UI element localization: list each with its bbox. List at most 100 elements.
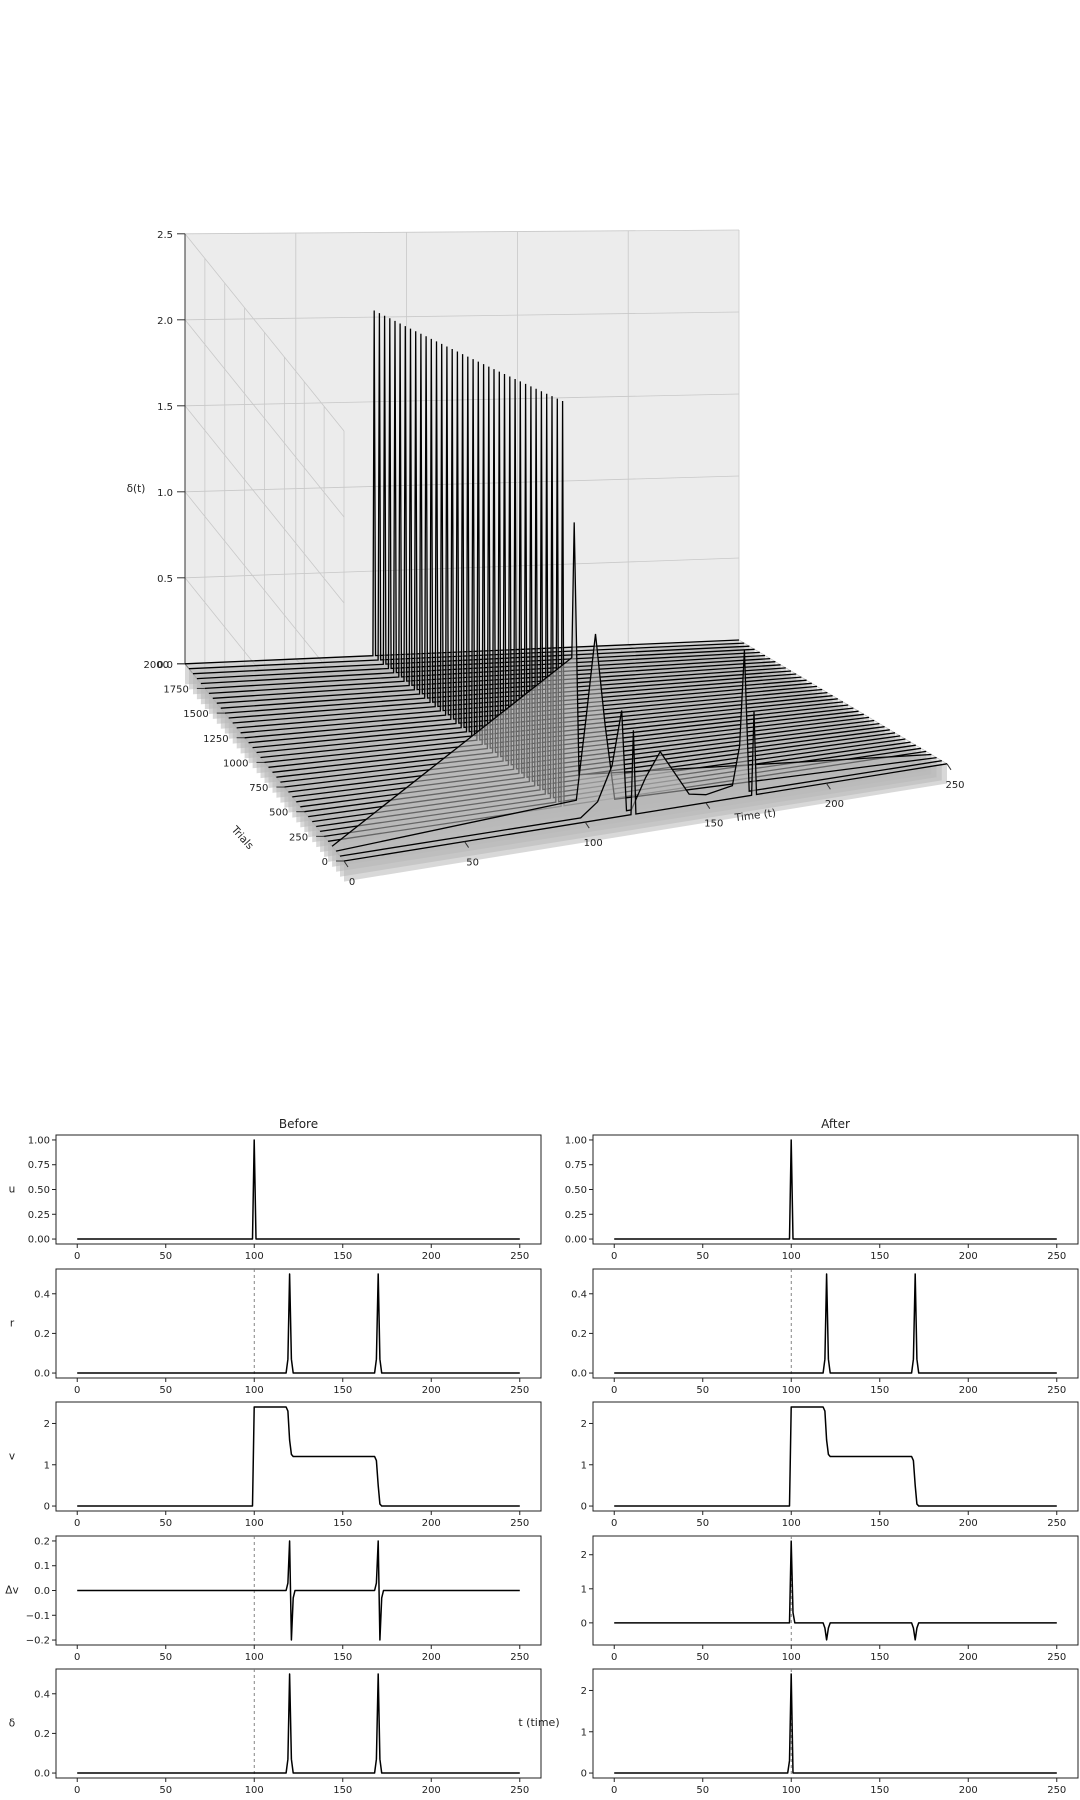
y-tick-label: 1 bbox=[581, 1584, 587, 1595]
panel: 0 50 100 150 200 250 0.0 0.2 0.4 bbox=[571, 1268, 1079, 1396]
y-tick-label: 1750 bbox=[163, 684, 188, 695]
y-tick-label: 0.0 bbox=[34, 1586, 50, 1597]
x-tick-label: 50 bbox=[696, 1385, 709, 1396]
panel-title: Before bbox=[279, 1117, 318, 1131]
y-tick-label: 0.00 bbox=[565, 1235, 587, 1246]
y-tick-label: 0.2 bbox=[34, 1329, 50, 1340]
y-tick-label: 2000 bbox=[144, 660, 169, 671]
y-tick-label: 0.0 bbox=[34, 1369, 50, 1380]
x-tick-label: 50 bbox=[696, 1652, 709, 1663]
trial-curve bbox=[188, 313, 745, 670]
x-tick bbox=[584, 821, 590, 829]
trial-curve bbox=[184, 310, 740, 665]
x-tick-label: 150 bbox=[333, 1518, 352, 1529]
trial-curve bbox=[196, 318, 755, 680]
series-line bbox=[77, 1273, 520, 1374]
z-tick-label: 0.5 bbox=[157, 574, 173, 585]
z-axis-label: δ(t) bbox=[127, 483, 146, 495]
x-tick-label: 150 bbox=[333, 1785, 352, 1796]
y-tick-label: 2 bbox=[581, 1550, 587, 1561]
series-line bbox=[614, 1673, 1057, 1774]
panel: 0 50 100 150 200 250 0 1 2 bbox=[581, 1535, 1079, 1663]
x-tick-label: 50 bbox=[696, 1518, 709, 1529]
trial-curve bbox=[192, 315, 750, 675]
panel: 0 50 100 150 200 250 0.00 0.25 0.50 0.75 1.00 u Befo… bbox=[9, 1117, 542, 1262]
y-axis-label: r bbox=[10, 1318, 15, 1330]
series-line bbox=[77, 1139, 520, 1240]
x-tick-label: 150 bbox=[333, 1251, 352, 1262]
x-tick-label: 0 bbox=[611, 1385, 617, 1396]
y-tick-label: 0 bbox=[581, 1769, 587, 1780]
y-tick-label: −0.2 bbox=[26, 1636, 50, 1647]
x-tick-label: 100 bbox=[782, 1518, 801, 1529]
y-axis-label: δ bbox=[9, 1718, 15, 1730]
x-tick-label: 200 bbox=[422, 1652, 441, 1663]
x-tick-label: 150 bbox=[333, 1385, 352, 1396]
left-grid-z bbox=[184, 319, 345, 518]
trial-curve bbox=[200, 320, 760, 685]
x-tick-label: 150 bbox=[333, 1652, 352, 1663]
series-line bbox=[77, 1540, 520, 1641]
y-axis-label: Δv bbox=[5, 1585, 18, 1597]
panel: 0 50 100 150 200 250 0.0 0.2 0.4 r bbox=[10, 1268, 542, 1396]
trial-curve bbox=[248, 351, 823, 744]
x-tick-label: 50 bbox=[696, 1251, 709, 1262]
y-tick-label: 0.4 bbox=[571, 1289, 587, 1300]
panel: 0 50 100 150 200 250 −0.2 −0.1 0.0 0.1 0.2 Δv bbox=[5, 1535, 542, 1663]
back-grid-z bbox=[184, 229, 740, 235]
trial-curve bbox=[343, 711, 948, 862]
y-tick-label: 1 bbox=[44, 1460, 50, 1471]
x-tick-label: 0 bbox=[349, 877, 355, 888]
x-tick-label: 250 bbox=[510, 1385, 529, 1396]
y-tick-label: 0.0 bbox=[571, 1369, 587, 1380]
x-tick-label: 50 bbox=[159, 1518, 172, 1529]
y-tick-label: 0 bbox=[44, 1502, 50, 1513]
trial-curve bbox=[331, 522, 932, 847]
x-tick-label: 100 bbox=[245, 1652, 264, 1663]
x-tick-label: 250 bbox=[1047, 1785, 1066, 1796]
x-tick-label: 0 bbox=[611, 1251, 617, 1262]
trial-curve bbox=[208, 326, 771, 695]
x-tick-label: 250 bbox=[1047, 1251, 1066, 1262]
z-tick-label: 0.0 bbox=[157, 660, 173, 671]
x-tick-label: 250 bbox=[945, 780, 964, 791]
y-tick-label: 0.75 bbox=[28, 1160, 50, 1171]
x-tick-label: 150 bbox=[870, 1785, 889, 1796]
x-tick-label: 100 bbox=[782, 1785, 801, 1796]
y-axis-label: v bbox=[9, 1451, 15, 1463]
x-tick-label: 250 bbox=[1047, 1652, 1066, 1663]
z-tick-label: 2.0 bbox=[157, 316, 173, 327]
y-tick-label: 1 bbox=[581, 1727, 587, 1738]
series-line bbox=[614, 1273, 1057, 1374]
y-tick-label: 0.2 bbox=[571, 1329, 587, 1340]
panel-frame bbox=[592, 1668, 1079, 1779]
y-tick-label: 0.75 bbox=[565, 1160, 587, 1171]
y-tick-label: 1000 bbox=[223, 758, 248, 769]
y-axis-label: Trials bbox=[228, 823, 256, 852]
y-tick-label: 0.50 bbox=[565, 1185, 587, 1196]
x-tick-label: 100 bbox=[782, 1251, 801, 1262]
y-tick-label: 1500 bbox=[183, 709, 208, 720]
x-tick-label: 150 bbox=[704, 819, 723, 830]
panel-frame bbox=[592, 1134, 1079, 1245]
x-tick-label: 0 bbox=[611, 1652, 617, 1663]
x-tick-label: 200 bbox=[422, 1518, 441, 1529]
y-tick-label: 1250 bbox=[203, 734, 228, 745]
x-tick-label: 200 bbox=[422, 1785, 441, 1796]
x-tick-label: 150 bbox=[870, 1518, 889, 1529]
trial-curve bbox=[216, 331, 781, 704]
before-after-panels: 0 50 100 150 200 2500.000.250.500.751.00uBefo… bbox=[5, 1117, 1079, 1796]
x-tick-label: 100 bbox=[245, 1518, 264, 1529]
x-tick bbox=[946, 763, 952, 771]
x-tick bbox=[343, 860, 349, 868]
series-line bbox=[77, 1673, 520, 1774]
panel-frame bbox=[55, 1268, 542, 1379]
left-grid-z bbox=[184, 491, 345, 690]
x-tick bbox=[464, 841, 470, 848]
x-tick-label: 250 bbox=[1047, 1385, 1066, 1396]
panel: 0 50 100 150 200 250 0 1 2 bbox=[581, 1668, 1079, 1796]
left-grid-z bbox=[184, 405, 345, 604]
y-tick-label: 250 bbox=[289, 832, 308, 843]
trial-curve bbox=[272, 366, 854, 773]
